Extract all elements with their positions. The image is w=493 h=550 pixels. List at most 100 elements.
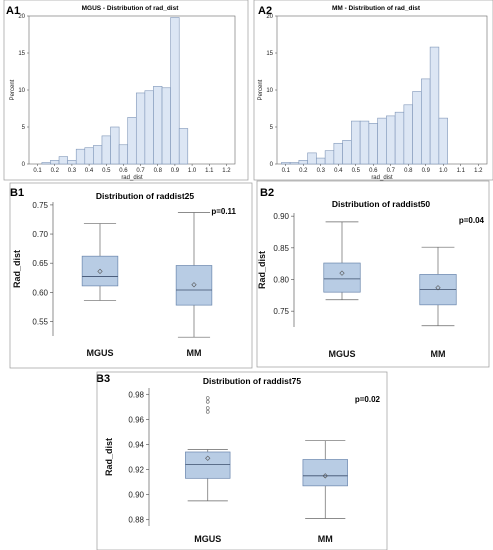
y-tick-label: 0	[270, 162, 274, 168]
histogram-bar	[153, 86, 163, 165]
y-tick-label: 5	[22, 125, 26, 131]
x-tick-label: 0.5	[102, 168, 111, 174]
chart-title: Distribution of raddist50	[332, 199, 431, 209]
category-label: MM	[431, 349, 446, 359]
y-tick-label: 5	[270, 125, 274, 131]
histogram-bar	[298, 160, 308, 165]
histogram-bar	[289, 162, 300, 165]
panel-frame	[253, 0, 493, 181]
histogram-bar	[429, 46, 440, 165]
histogram-bar	[438, 117, 448, 165]
x-tick-label: 0.2	[51, 168, 60, 174]
histogram-bar	[359, 120, 370, 165]
y-tick-label: 0.92	[128, 466, 144, 475]
x-tick-label: 1.0	[439, 168, 448, 174]
outlier-point	[205, 406, 210, 410]
histogram-bar	[84, 147, 94, 165]
y-axis-label: Rad_dist	[12, 250, 22, 288]
mean-marker	[339, 270, 345, 276]
chart-title: Distribution of raddist75	[203, 376, 302, 386]
panel-label-b2: B2	[260, 187, 274, 199]
mean-marker	[322, 473, 328, 479]
category-label: MGUS	[194, 534, 221, 544]
x-tick-label: 0.9	[171, 168, 180, 174]
outlier-point	[205, 410, 210, 414]
mean-marker	[435, 285, 441, 291]
histogram-bar	[110, 126, 120, 165]
histogram-bar	[75, 148, 86, 165]
histogram-bar	[93, 145, 103, 165]
y-axis-label: Percent	[10, 79, 16, 100]
y-tick-label: 0.65	[32, 259, 48, 268]
x-axis-label: rad_dist	[121, 175, 143, 181]
panel-frame	[256, 180, 490, 368]
x-tick-label: 0.7	[387, 168, 396, 174]
x-tick-label: 1.0	[188, 168, 197, 174]
y-tick-label: 0.60	[32, 288, 48, 297]
x-tick-label: 0.2	[299, 168, 308, 174]
histogram-bar	[351, 120, 361, 165]
y-tick-label: 0.90	[273, 212, 289, 221]
y-tick-label: 0.70	[32, 230, 48, 239]
y-tick-label: 0.80	[273, 276, 289, 285]
histogram-bar	[403, 104, 413, 165]
histogram-bar	[170, 17, 180, 165]
mean-marker	[205, 455, 211, 461]
histogram-bar	[324, 150, 335, 165]
y-tick-label: 0.96	[128, 415, 144, 424]
histogram-bar	[342, 140, 352, 165]
chart-title: MM - Distribution of rad_dist	[332, 5, 421, 12]
panel-label-a1: A1	[6, 5, 20, 17]
x-tick-label: 1.1	[457, 168, 466, 174]
chart-title: MGUS - Distribution of rad_dist	[82, 5, 180, 12]
category-label: MGUS	[329, 349, 356, 359]
histogram-bar	[368, 123, 378, 165]
boxplot-raddist75: Distribution of raddist75 p=0.02 0.88 0.90 0…	[96, 371, 388, 550]
p-value-annotation: p=0.04	[459, 216, 485, 225]
x-tick-label: 0.3	[68, 168, 77, 174]
category-label: MM	[318, 534, 333, 544]
panel-label-b1: B1	[10, 187, 24, 199]
histogram-mgus: MGUS - Distribution of rad_dist 0 5 10 15 20 0…	[3, 0, 249, 181]
histogram-bar	[50, 160, 60, 165]
histogram-bar	[412, 91, 422, 165]
histogram-bar	[307, 152, 317, 165]
mean-marker	[97, 268, 103, 274]
outlier-point	[205, 399, 210, 404]
panel-label-a2: A2	[258, 5, 272, 17]
boxplot-raddist25: Distribution of raddist25 p=0.11 0.55 0.60 0…	[9, 182, 253, 369]
y-axis-label: Rad_dist	[104, 438, 114, 476]
histogram-bar	[58, 156, 68, 165]
histogram-bar	[41, 162, 51, 165]
boxplot-raddist50: Distribution of raddist50 p=0.04 0.75 0.80 0…	[256, 180, 490, 368]
x-axis-label: rad_dist	[371, 175, 393, 181]
y-tick-label: 15	[18, 51, 25, 57]
x-tick-label: 0.8	[404, 168, 413, 174]
histogram-bar	[333, 142, 343, 165]
x-tick-label: 0.1	[282, 168, 291, 174]
y-tick-label: 20	[266, 14, 273, 20]
x-tick-label: 0.8	[154, 168, 163, 174]
histogram-mm: MM - Distribution of rad_dist 0 5 10 15 20 0.1…	[253, 0, 493, 181]
x-tick-label: 1.1	[205, 168, 214, 174]
x-tick-label: 0.6	[119, 168, 128, 174]
y-tick-label: 0.90	[128, 491, 144, 500]
histogram-bar	[178, 128, 189, 165]
histogram-bar	[101, 135, 111, 165]
x-tick-label: 0.3	[317, 168, 326, 174]
x-tick-label: 0.4	[85, 168, 94, 174]
chart-title: Distribution of raddist25	[96, 191, 195, 201]
histogram-bar	[377, 117, 387, 165]
histogram-bar	[135, 92, 146, 165]
y-tick-label: 0.85	[273, 244, 289, 253]
box-iqr	[302, 459, 348, 487]
x-tick-label: 0.9	[422, 168, 431, 174]
category-label: MGUS	[87, 348, 114, 358]
y-tick-label: 0.55	[32, 317, 48, 326]
histogram-bar	[316, 157, 326, 165]
y-tick-label: 10	[266, 88, 273, 94]
y-tick-label: 0.75	[32, 201, 48, 210]
y-tick-label: 0.88	[128, 516, 144, 525]
histogram-bar	[386, 115, 396, 165]
histogram-bar	[144, 90, 154, 165]
